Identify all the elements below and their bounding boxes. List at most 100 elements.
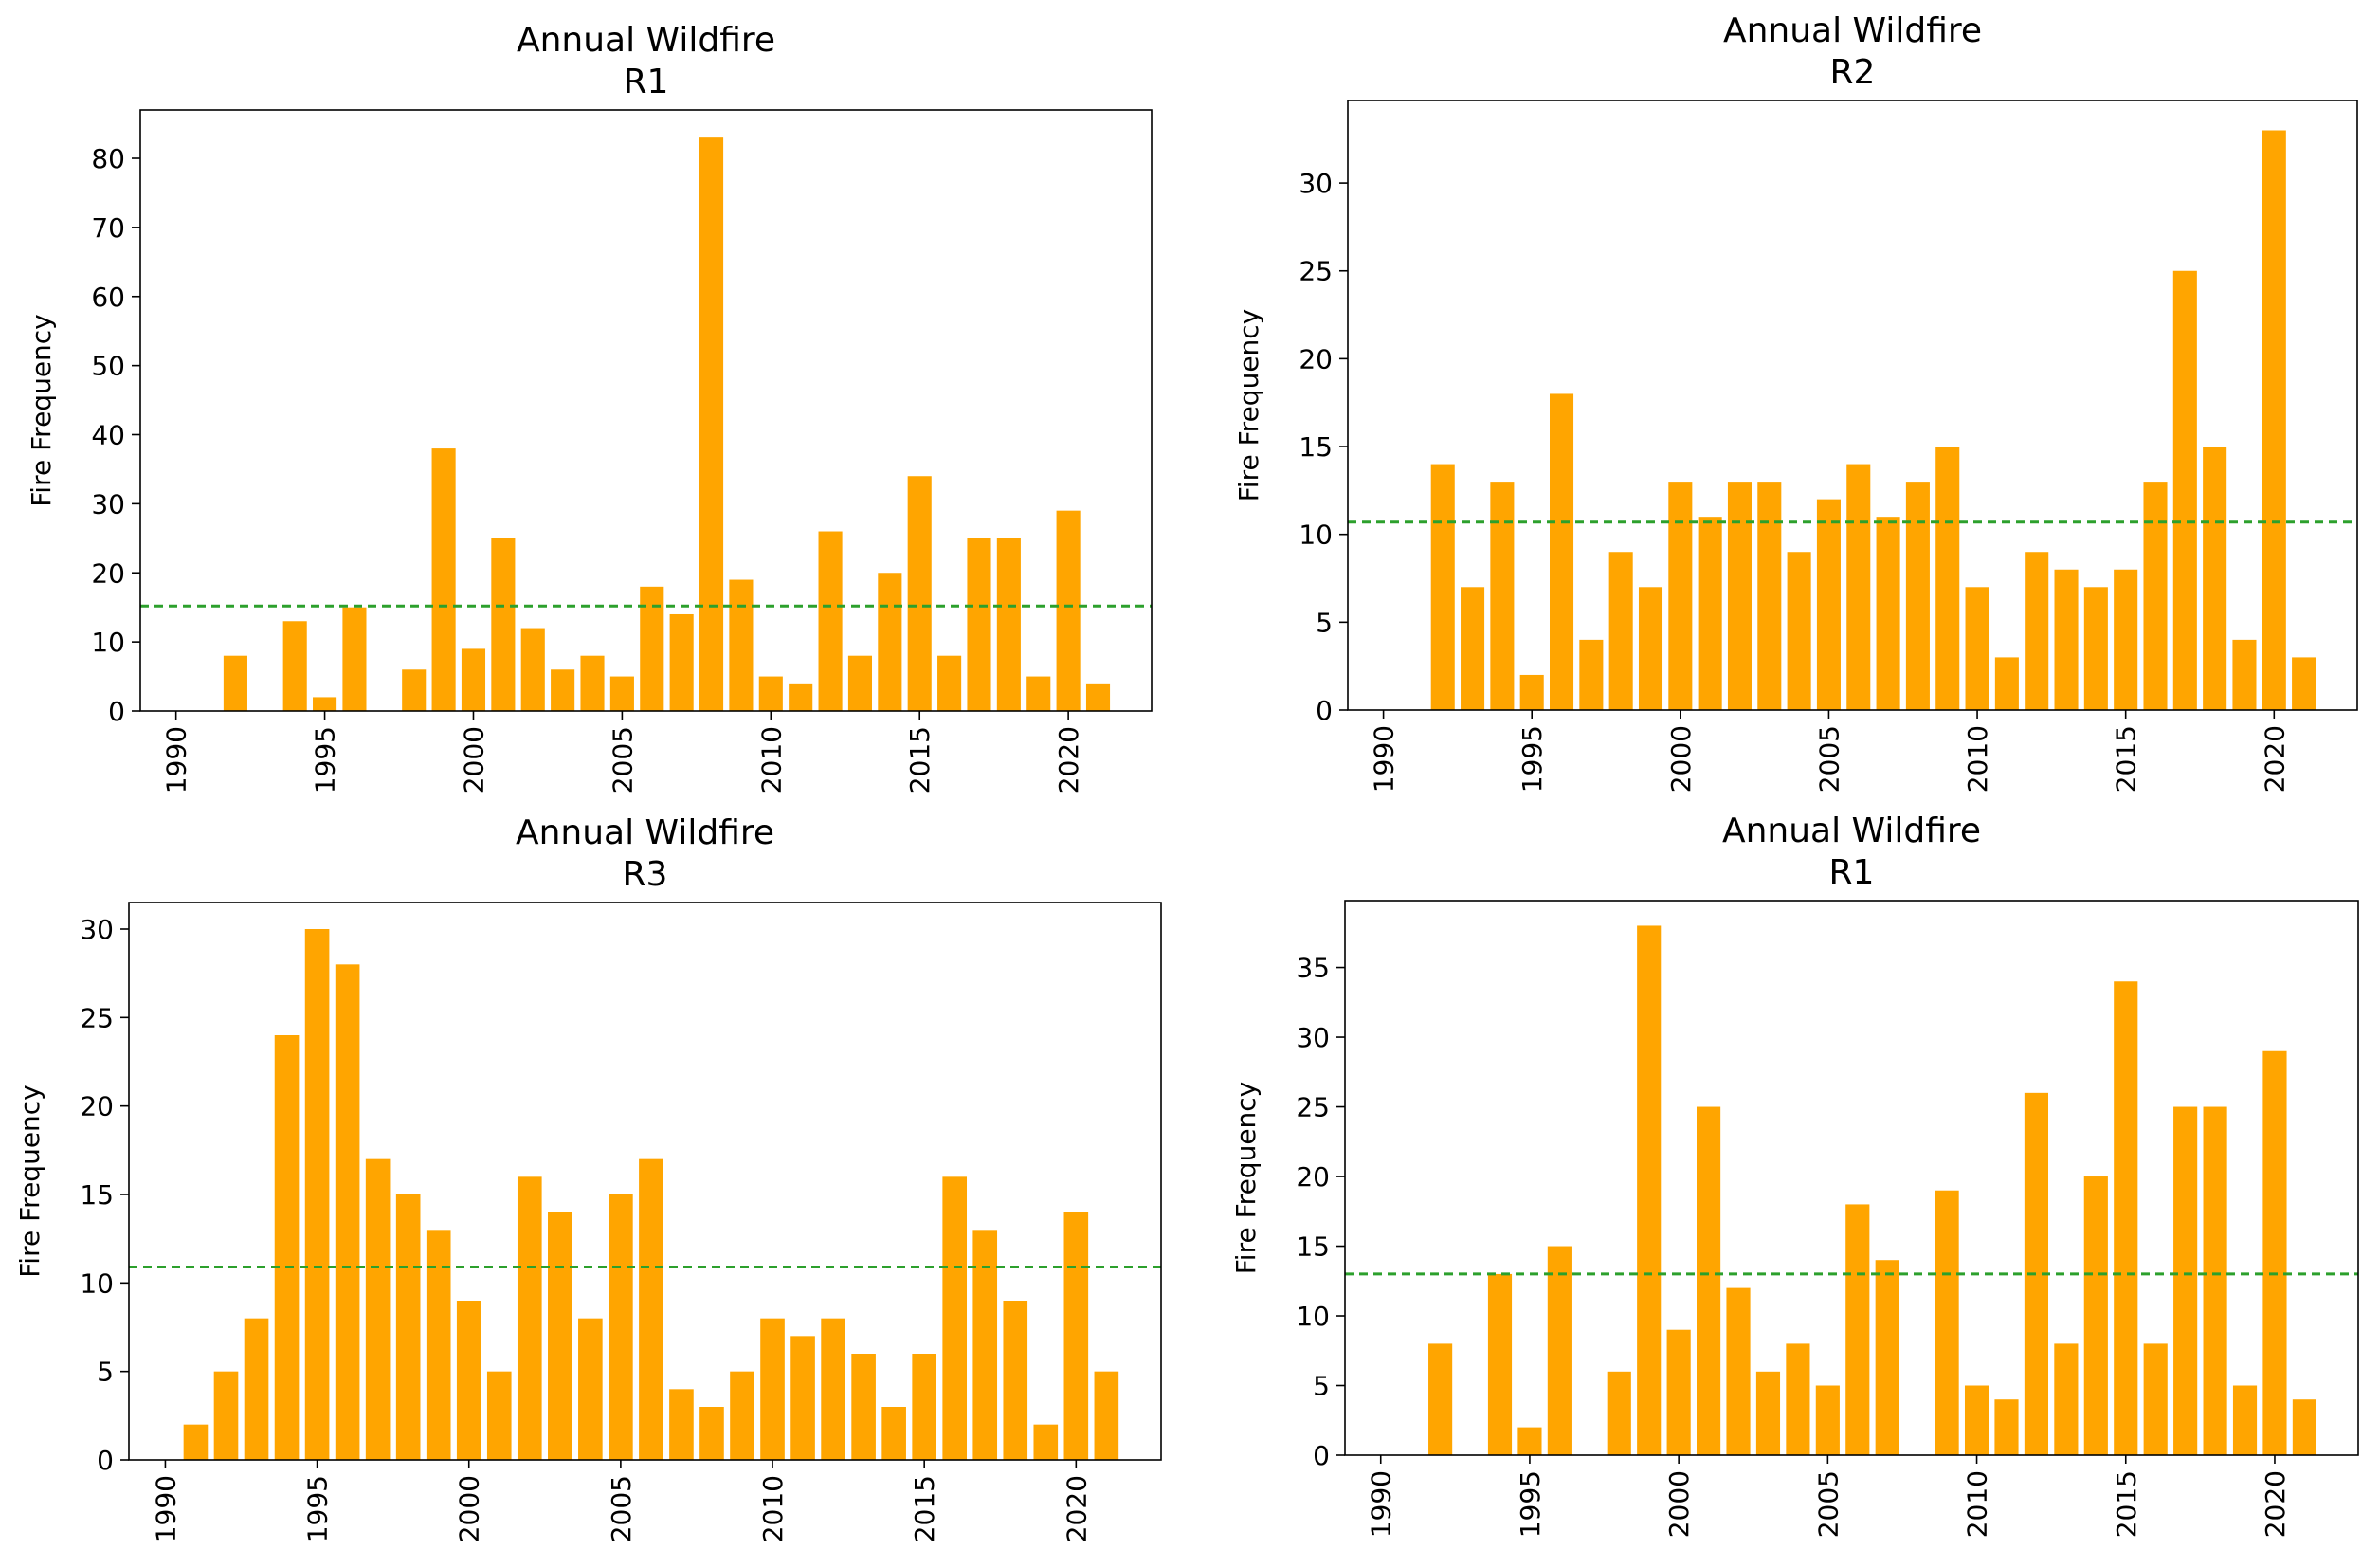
- plot-frame: [128, 902, 1162, 1461]
- x-tick-label: 2015: [2111, 1470, 2142, 1538]
- y-tick-label: 30: [80, 914, 114, 945]
- bar-1992: [1430, 464, 1455, 710]
- chart-panel-r1-bottom: Annual Wildfire R1 Fire Frequency 0 5 10 15 20 2…: [1190, 796, 2380, 1564]
- bar-2005: [1816, 499, 1841, 710]
- plot-frame: [1347, 100, 2358, 711]
- bar-2014: [2083, 587, 2108, 710]
- bar-1995: [1519, 674, 1544, 710]
- bar-2005: [609, 1194, 633, 1460]
- x-tick-label: 2020: [2260, 1470, 2291, 1538]
- bar-2013: [851, 1354, 876, 1460]
- y-tick-label: 80: [91, 143, 125, 174]
- bar-2011: [789, 683, 813, 711]
- bar-1996: [1550, 393, 1574, 710]
- y-tick-label: 25: [1296, 1092, 1330, 1123]
- x-tick-label: 2000: [454, 1475, 485, 1542]
- bar-2004: [580, 655, 605, 711]
- bar-2010: [1965, 587, 1989, 710]
- bar-2003: [551, 669, 575, 711]
- bar-2004: [578, 1318, 603, 1460]
- bar-1998: [395, 1194, 421, 1460]
- x-tick-label: 2020: [2259, 725, 2290, 793]
- bar-2018: [1003, 1301, 1028, 1460]
- bar-2014: [2083, 1176, 2108, 1455]
- bar-1996: [335, 964, 360, 1460]
- y-tick-label: 30: [91, 488, 125, 520]
- bar-2007: [1876, 517, 1900, 710]
- y-tick-label: 50: [91, 351, 125, 382]
- bar-2020: [1063, 1212, 1089, 1460]
- y-tick-label: 10: [91, 627, 125, 658]
- bar-1999: [431, 448, 456, 711]
- x-tick-label: 2015: [2111, 725, 2142, 793]
- x-tick-label: 2020: [1061, 1475, 1092, 1542]
- bar-2019: [2232, 1385, 2258, 1455]
- bar-2013: [2054, 569, 2079, 710]
- bar-2001: [491, 538, 516, 711]
- x-tick-label: 2000: [1665, 725, 1697, 793]
- chart-subtitle: R1: [1829, 853, 1875, 892]
- y-tick-label: 35: [1296, 953, 1330, 984]
- bar-2006: [1845, 1204, 1870, 1455]
- x-tick-label: 2010: [1962, 1470, 1993, 1538]
- bar-2005: [609, 676, 634, 711]
- bar-2021: [2292, 657, 2316, 710]
- chart-panel-r3: Annual Wildfire R3 Fire Frequency 0 5 10 15 20 2…: [0, 796, 1190, 1564]
- y-tick-label: 15: [1299, 431, 1333, 463]
- y-tick-label: 5: [1313, 1371, 1330, 1402]
- y-tick-label: 60: [91, 282, 125, 313]
- y-tick-label: 10: [1296, 1301, 1330, 1332]
- bar-1997: [1579, 639, 1604, 710]
- bar-2004: [1787, 552, 1811, 710]
- bar-2008: [1905, 482, 1930, 710]
- chart-title: Annual Wildfire: [516, 813, 774, 852]
- chart-subtitle: R3: [623, 855, 668, 894]
- bar-2011: [790, 1336, 815, 1460]
- x-tick-label: 2000: [458, 726, 489, 793]
- bar-2007: [1875, 1260, 1899, 1455]
- bar-1998: [402, 669, 427, 711]
- bar-2004: [1786, 1343, 1810, 1455]
- y-tick-label: 5: [1316, 607, 1333, 638]
- bar-2002: [1727, 482, 1752, 710]
- bar-2012: [821, 1318, 845, 1460]
- chart-title: Annual Wildfire: [517, 21, 775, 60]
- y-tick-label: 10: [1299, 520, 1333, 551]
- x-tick-label: 1990: [1366, 1470, 1397, 1538]
- bar-2018: [2203, 1106, 2227, 1455]
- bar-1992: [213, 1371, 239, 1460]
- bar-2019: [2232, 639, 2257, 710]
- x-tick-label: 1995: [1515, 1470, 1546, 1538]
- chart-title: Annual Wildfire: [1722, 811, 1981, 850]
- y-axis-label: Fire Frequency: [26, 314, 57, 507]
- bar-2000: [1666, 1329, 1691, 1455]
- bar-2007: [669, 1389, 694, 1460]
- y-tick-label: 0: [1313, 1440, 1330, 1471]
- x-tick-label: 1990: [161, 726, 192, 793]
- bar-2002: [517, 1176, 542, 1460]
- bar-2021: [2292, 1399, 2316, 1455]
- bar-2006: [639, 1158, 663, 1460]
- bar-1994: [274, 1035, 300, 1460]
- bar-1994: [1490, 482, 1515, 710]
- bar-1997: [365, 1158, 391, 1460]
- bar-2021: [1085, 683, 1111, 711]
- bar-2005: [1815, 1385, 1840, 1455]
- bar-2010: [758, 676, 783, 711]
- bar-2017: [972, 1230, 998, 1460]
- bar-2003: [1757, 482, 1782, 710]
- bar-2001: [486, 1371, 512, 1460]
- bar-2009: [1935, 1190, 1959, 1455]
- y-tick-label: 70: [91, 212, 125, 244]
- bar-2016: [942, 1176, 968, 1460]
- bar-2013: [847, 655, 873, 711]
- y-tick-label: 40: [91, 420, 125, 451]
- x-tick-label: 2005: [607, 726, 638, 793]
- bar-1998: [1608, 552, 1633, 710]
- chart-panel-r1-top: Annual Wildfire R1 Fire Frequency 0 10 20 30 40…: [0, 0, 1190, 796]
- bar-1996: [342, 607, 367, 711]
- y-tick-label: 15: [80, 1179, 114, 1211]
- bar-1993: [244, 1318, 269, 1460]
